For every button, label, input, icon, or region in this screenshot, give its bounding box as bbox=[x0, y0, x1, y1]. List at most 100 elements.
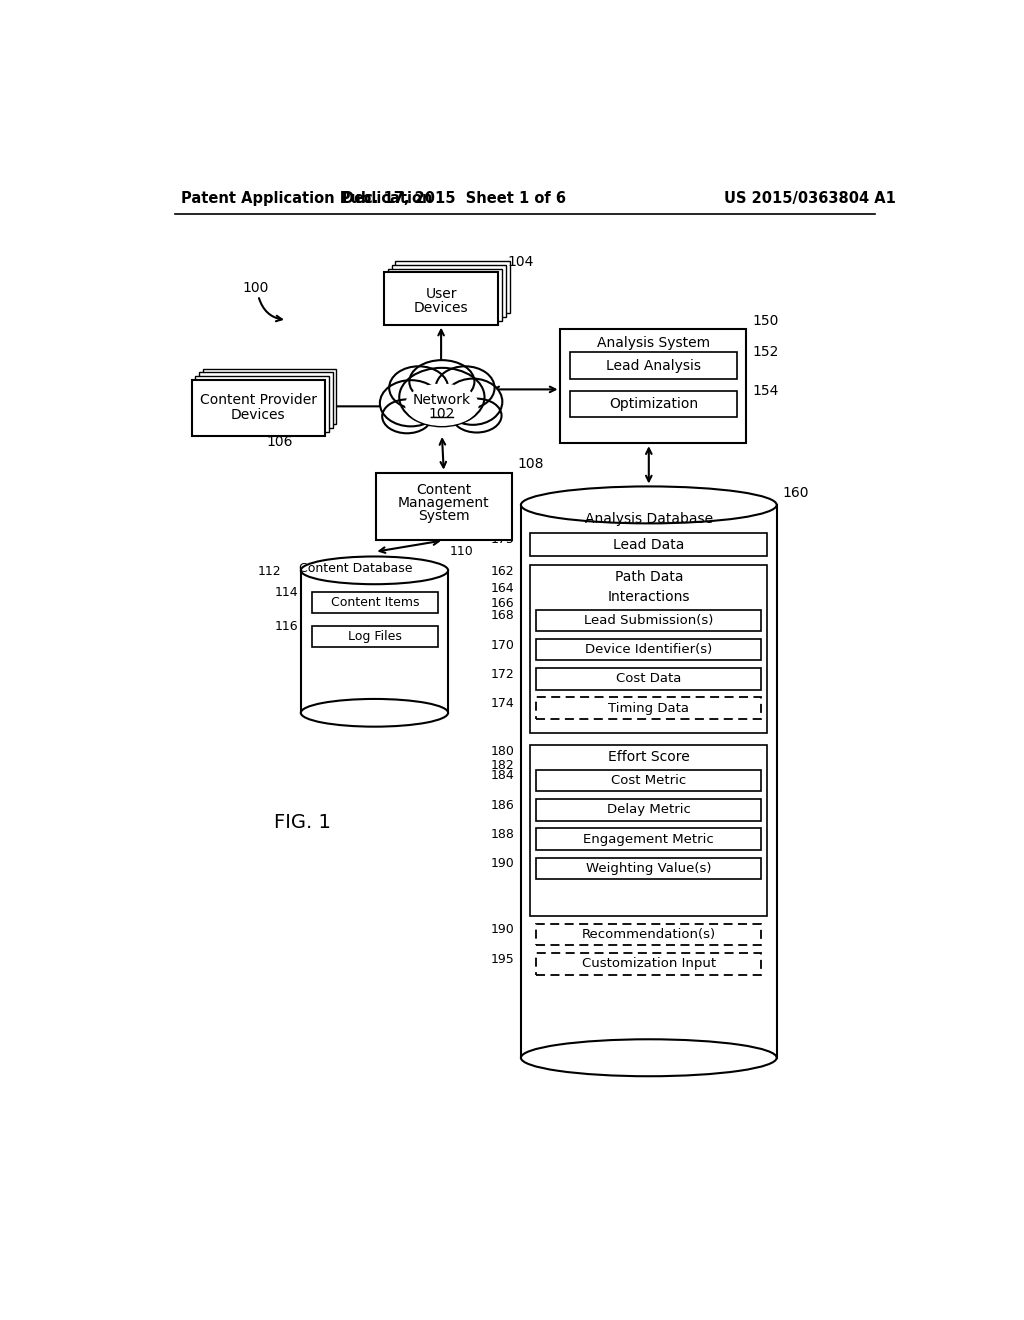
Bar bbox=[530, 744, 767, 916]
Bar bbox=[384, 272, 499, 325]
Bar bbox=[569, 391, 737, 417]
Text: 184: 184 bbox=[490, 770, 515, 783]
Text: 175: 175 bbox=[490, 533, 515, 546]
Bar bbox=[537, 924, 761, 945]
Ellipse shape bbox=[521, 1039, 776, 1076]
Bar bbox=[537, 697, 761, 719]
Text: 188: 188 bbox=[490, 828, 515, 841]
Text: Log Files: Log Files bbox=[348, 630, 402, 643]
Text: 116: 116 bbox=[274, 619, 299, 632]
Text: Patent Application Publication: Patent Application Publication bbox=[180, 191, 432, 206]
Text: 168: 168 bbox=[490, 610, 515, 622]
Text: 114: 114 bbox=[274, 586, 299, 599]
Text: 152: 152 bbox=[753, 346, 779, 359]
Bar bbox=[391, 265, 506, 317]
Text: Recommendation(s): Recommendation(s) bbox=[582, 928, 716, 941]
Ellipse shape bbox=[406, 384, 478, 426]
Text: Cost Metric: Cost Metric bbox=[611, 774, 686, 787]
Bar bbox=[537, 829, 761, 850]
Bar bbox=[537, 639, 761, 660]
Text: Lead Data: Lead Data bbox=[613, 539, 684, 552]
Bar bbox=[530, 533, 767, 557]
Bar bbox=[537, 858, 761, 879]
Text: 164: 164 bbox=[492, 582, 515, 594]
Text: 174: 174 bbox=[490, 697, 515, 710]
Text: 190: 190 bbox=[490, 924, 515, 936]
Text: 170: 170 bbox=[490, 639, 515, 652]
Bar bbox=[196, 376, 329, 432]
Text: Lead Submission(s): Lead Submission(s) bbox=[584, 614, 714, 627]
Ellipse shape bbox=[382, 400, 432, 433]
Bar bbox=[537, 799, 761, 821]
Ellipse shape bbox=[410, 360, 474, 404]
Ellipse shape bbox=[301, 700, 449, 726]
Text: Delay Metric: Delay Metric bbox=[607, 804, 691, 816]
Text: Analysis System: Analysis System bbox=[597, 337, 710, 350]
Text: User: User bbox=[425, 286, 457, 301]
Ellipse shape bbox=[521, 487, 776, 524]
Bar bbox=[537, 953, 761, 974]
Text: 160: 160 bbox=[783, 486, 809, 500]
Text: Interactions: Interactions bbox=[607, 590, 690, 605]
Text: Content Provider: Content Provider bbox=[200, 393, 316, 407]
Text: Weighting Value(s): Weighting Value(s) bbox=[586, 862, 712, 875]
Text: Engagement Metric: Engagement Metric bbox=[584, 833, 714, 846]
Text: US 2015/0363804 A1: US 2015/0363804 A1 bbox=[724, 191, 896, 206]
Text: Content Items: Content Items bbox=[331, 597, 420, 610]
Text: Device Identifier(s): Device Identifier(s) bbox=[585, 643, 713, 656]
Text: Path Data: Path Data bbox=[614, 570, 683, 585]
Text: 104: 104 bbox=[508, 255, 535, 269]
Ellipse shape bbox=[301, 557, 449, 585]
Text: Customization Input: Customization Input bbox=[582, 957, 716, 970]
Text: Network: Network bbox=[413, 393, 471, 407]
Bar bbox=[530, 565, 767, 733]
Bar bbox=[203, 368, 337, 424]
Bar bbox=[537, 610, 761, 631]
Text: 195: 195 bbox=[490, 953, 515, 966]
Bar bbox=[200, 372, 333, 428]
Text: Analysis Database: Analysis Database bbox=[585, 512, 713, 525]
Ellipse shape bbox=[452, 399, 502, 433]
Text: 108: 108 bbox=[518, 457, 545, 471]
Bar bbox=[191, 380, 325, 436]
Text: Lead Analysis: Lead Analysis bbox=[606, 359, 701, 372]
Ellipse shape bbox=[399, 368, 484, 426]
Text: 190: 190 bbox=[490, 857, 515, 870]
Text: Dec. 17, 2015  Sheet 1 of 6: Dec. 17, 2015 Sheet 1 of 6 bbox=[341, 191, 565, 206]
Text: 172: 172 bbox=[490, 668, 515, 681]
Bar bbox=[560, 330, 746, 444]
Text: 150: 150 bbox=[753, 314, 779, 327]
Text: 154: 154 bbox=[753, 384, 779, 397]
Text: 102: 102 bbox=[429, 407, 455, 421]
Ellipse shape bbox=[380, 380, 442, 426]
Text: 166: 166 bbox=[492, 597, 515, 610]
Text: FIG. 1: FIG. 1 bbox=[274, 813, 331, 832]
Bar bbox=[312, 591, 438, 614]
Ellipse shape bbox=[389, 367, 449, 409]
Text: 186: 186 bbox=[490, 799, 515, 812]
Ellipse shape bbox=[443, 379, 503, 425]
Text: 182: 182 bbox=[490, 759, 515, 772]
Text: 162: 162 bbox=[492, 565, 515, 578]
Text: 106: 106 bbox=[266, 436, 293, 449]
Text: 100: 100 bbox=[243, 281, 269, 294]
Text: 180: 180 bbox=[490, 744, 515, 758]
Text: Devices: Devices bbox=[414, 301, 468, 314]
Bar bbox=[301, 570, 449, 713]
Text: 110: 110 bbox=[450, 545, 474, 558]
Bar bbox=[395, 261, 510, 313]
Text: Timing Data: Timing Data bbox=[608, 702, 689, 714]
Bar bbox=[537, 668, 761, 689]
Text: Content Database: Content Database bbox=[299, 562, 413, 576]
Bar bbox=[569, 352, 737, 379]
Text: Effort Score: Effort Score bbox=[608, 751, 690, 764]
Text: Content: Content bbox=[416, 483, 471, 496]
Text: Cost Data: Cost Data bbox=[616, 672, 682, 685]
Text: Devices: Devices bbox=[230, 408, 286, 422]
Text: 112: 112 bbox=[258, 565, 282, 578]
Bar bbox=[376, 473, 512, 540]
Bar bbox=[312, 626, 438, 647]
Text: System: System bbox=[418, 510, 470, 524]
Bar bbox=[521, 506, 776, 1057]
Bar bbox=[388, 268, 503, 321]
